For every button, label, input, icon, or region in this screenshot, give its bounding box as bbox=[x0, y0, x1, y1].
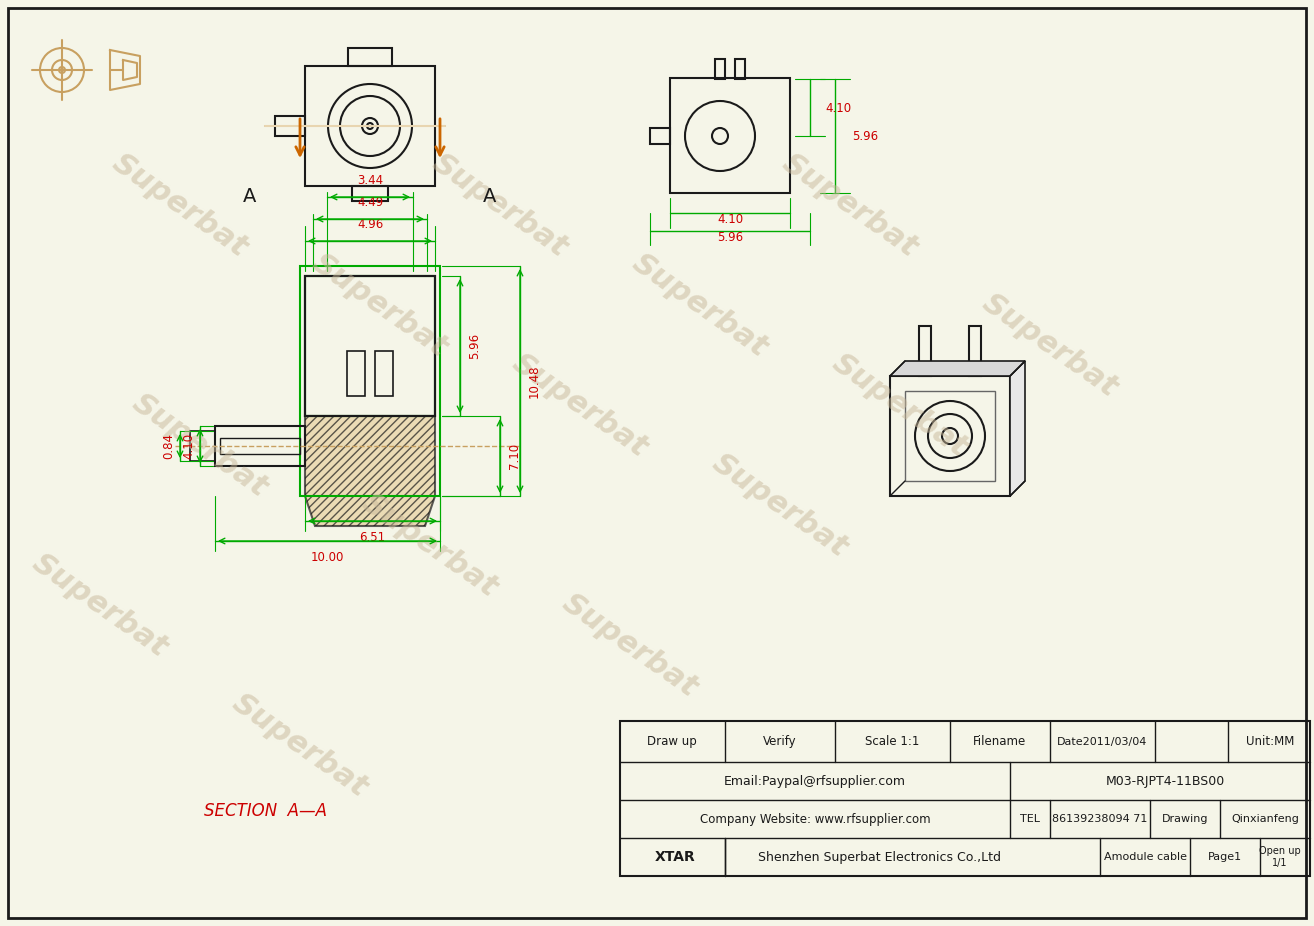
Bar bbox=[374, 351, 393, 396]
Text: Qinxianfeng: Qinxianfeng bbox=[1231, 814, 1300, 824]
Text: A: A bbox=[484, 186, 497, 206]
Text: 7.10: 7.10 bbox=[509, 443, 520, 469]
Text: 10.48: 10.48 bbox=[528, 364, 541, 398]
Text: 5.96: 5.96 bbox=[717, 231, 742, 244]
Bar bbox=[305, 276, 435, 416]
Text: Superbat: Superbat bbox=[26, 549, 173, 663]
Text: Amodule cable: Amodule cable bbox=[1104, 852, 1187, 862]
Bar bbox=[300, 266, 440, 496]
Bar bbox=[191, 431, 215, 461]
Text: SECTION  A—A: SECTION A—A bbox=[204, 802, 326, 820]
Bar bbox=[348, 48, 392, 66]
Text: Unit:MM: Unit:MM bbox=[1246, 735, 1294, 748]
Text: 0.84: 0.84 bbox=[162, 433, 175, 459]
Bar bbox=[650, 128, 670, 144]
Text: A: A bbox=[243, 186, 256, 206]
Text: 4.10: 4.10 bbox=[183, 433, 194, 459]
Polygon shape bbox=[1010, 361, 1025, 496]
Bar bbox=[890, 376, 1010, 496]
Bar bbox=[305, 276, 435, 416]
Text: Superbat: Superbat bbox=[127, 389, 273, 504]
Text: Superbat: Superbat bbox=[827, 349, 974, 463]
Bar bbox=[620, 721, 1310, 876]
Text: Shenzhen Superbat Electronics Co.,Ltd: Shenzhen Superbat Electronics Co.,Ltd bbox=[758, 850, 1001, 864]
Text: Drawing: Drawing bbox=[1162, 814, 1209, 824]
Bar bbox=[905, 391, 995, 481]
Text: Superbat: Superbat bbox=[427, 149, 573, 263]
Bar bbox=[715, 59, 725, 79]
Bar bbox=[735, 59, 745, 79]
Text: 10.00: 10.00 bbox=[311, 551, 344, 564]
Text: 4.49: 4.49 bbox=[357, 196, 384, 209]
Bar bbox=[670, 78, 790, 193]
Bar bbox=[275, 116, 305, 136]
Text: Superbat: Superbat bbox=[227, 689, 373, 803]
Text: Verify: Verify bbox=[763, 735, 796, 748]
Text: Superbat: Superbat bbox=[507, 349, 653, 463]
Text: TEL: TEL bbox=[1020, 814, 1039, 824]
Text: 86139238094 71: 86139238094 71 bbox=[1053, 814, 1147, 824]
Bar bbox=[305, 66, 435, 186]
Text: Superbat: Superbat bbox=[627, 249, 773, 363]
Text: 5.96: 5.96 bbox=[851, 130, 878, 143]
Text: Scale 1:1: Scale 1:1 bbox=[865, 735, 920, 748]
Bar bbox=[968, 326, 982, 376]
Text: Superbat: Superbat bbox=[557, 589, 703, 704]
Polygon shape bbox=[305, 416, 435, 526]
Text: 4.96: 4.96 bbox=[357, 218, 384, 231]
Text: Superbat: Superbat bbox=[777, 149, 924, 263]
Text: M03-RJPT4-11BS00: M03-RJPT4-11BS00 bbox=[1105, 774, 1225, 787]
Bar bbox=[215, 426, 305, 466]
Text: 6.51: 6.51 bbox=[360, 531, 385, 544]
Text: Draw up: Draw up bbox=[646, 735, 696, 748]
Text: 3.44: 3.44 bbox=[357, 174, 384, 187]
Text: 4.10: 4.10 bbox=[717, 213, 742, 226]
Text: Email:Paypal@rfsupplier.com: Email:Paypal@rfsupplier.com bbox=[724, 774, 905, 787]
Text: Superbat: Superbat bbox=[357, 489, 503, 604]
Polygon shape bbox=[890, 361, 1025, 376]
Text: Superbat: Superbat bbox=[707, 449, 853, 563]
Text: Superbat: Superbat bbox=[306, 249, 453, 363]
Bar bbox=[918, 326, 932, 376]
Text: Open up
1/1: Open up 1/1 bbox=[1259, 846, 1301, 868]
Bar bbox=[219, 438, 300, 454]
Text: Page1: Page1 bbox=[1208, 852, 1242, 862]
Text: Company Website: www.rfsupplier.com: Company Website: www.rfsupplier.com bbox=[699, 812, 930, 825]
Bar bbox=[305, 276, 435, 416]
Text: XTAR: XTAR bbox=[654, 850, 695, 864]
Bar bbox=[352, 186, 388, 201]
Text: Date2011/03/04: Date2011/03/04 bbox=[1056, 736, 1147, 746]
Text: Superbat: Superbat bbox=[106, 149, 254, 263]
Text: Filename: Filename bbox=[974, 735, 1026, 748]
Bar bbox=[347, 351, 365, 396]
Text: 4.10: 4.10 bbox=[825, 102, 851, 115]
Text: 5.96: 5.96 bbox=[468, 333, 481, 359]
Text: Superbat: Superbat bbox=[976, 289, 1123, 404]
